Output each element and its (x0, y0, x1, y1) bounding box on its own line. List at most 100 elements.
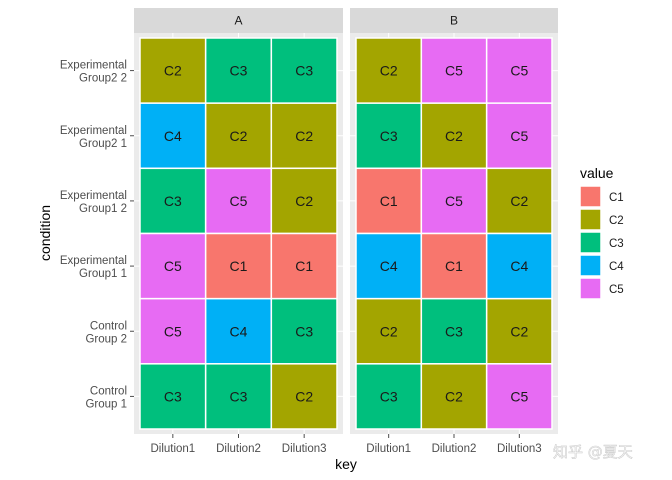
tile-label: C3 (380, 388, 398, 404)
y-tick-label: Experimental (60, 125, 127, 137)
tile-label: C4 (380, 258, 398, 274)
tile-label: C3 (164, 193, 182, 209)
facet-strip-label: A (234, 14, 242, 28)
x-tick-label: Dilution2 (432, 443, 477, 455)
tile-label: C1 (295, 258, 313, 274)
tile-label: C1 (445, 258, 463, 274)
heatmap-tile (355, 232, 423, 300)
x-tick-label: Dilution3 (497, 443, 542, 455)
tile-label: C5 (445, 193, 463, 209)
y-tick-label: Group 2 (85, 333, 127, 345)
tile-label: C2 (445, 388, 463, 404)
y-tick-label: Group 1 (85, 398, 127, 410)
heatmap-tile (485, 363, 553, 430)
heatmap-tile (355, 363, 423, 430)
facet-strip (350, 8, 558, 33)
heatmap-tile (485, 102, 553, 170)
legend-key (579, 208, 602, 231)
y-tick-label: Control (90, 320, 127, 332)
heatmap-tile (420, 167, 488, 235)
y-tick-label: Group1 2 (79, 203, 127, 215)
heatmap-tile (485, 37, 553, 104)
tile-label: C2 (295, 193, 313, 209)
heatmap-tile (204, 232, 273, 300)
legend-title: value (580, 165, 614, 181)
legend-key (579, 231, 602, 254)
legend-label: C3 (609, 238, 624, 250)
heatmap-tile (204, 297, 273, 365)
x-tick-label: Dilution1 (150, 443, 195, 455)
tile-label: C1 (230, 258, 248, 274)
tile-label: C2 (230, 128, 248, 144)
tile-label: C2 (164, 63, 182, 79)
tile-label: C2 (510, 193, 528, 209)
tile-label: C2 (295, 388, 313, 404)
legend-label: C5 (609, 284, 624, 296)
heatmap-tile (270, 232, 338, 300)
legend-label: C1 (609, 192, 624, 204)
x-axis-title: key (335, 456, 357, 472)
heatmap-tile (204, 363, 273, 430)
facet-panel-b: B C2 C5 C5 C3 C2 C5 C1 C5 C2 C4 C1 C4 C2 C3 C2 C3 C2 C5 Dil… (350, 8, 558, 455)
tile-label: C3 (230, 388, 248, 404)
legend: value C1 C2 C3 C4 C5 (579, 165, 624, 300)
tile-label: C3 (445, 323, 463, 339)
y-tick-label: Group2 2 (79, 73, 127, 85)
facet-strip-label: B (450, 14, 458, 28)
watermark-text: 知乎 @夏天 (553, 443, 633, 461)
tile-label: C3 (380, 128, 398, 144)
heatmap-tile (204, 167, 273, 235)
tile-label: C2 (295, 128, 313, 144)
tile-label: C5 (510, 128, 528, 144)
tile-label: C5 (164, 323, 182, 339)
heatmap-tile (485, 167, 553, 235)
tile-label: C5 (164, 258, 182, 274)
tile-label: C1 (380, 193, 398, 209)
tile-label: C4 (510, 258, 528, 274)
heatmap-tile (139, 37, 207, 104)
tile-label: C3 (230, 63, 248, 79)
tile-label: C5 (510, 63, 528, 79)
tile-label: C2 (510, 323, 528, 339)
heatmap-tile (270, 167, 338, 235)
x-tick-label: Dilution3 (282, 443, 327, 455)
facet-strip (134, 8, 343, 33)
tile-label: C2 (380, 323, 398, 339)
facet-panel-a: A C2 C3 C3 C4 C2 C2 C3 C5 C2 C5 C1 C1 C5 C4 C3 C3 C3 C2 Dil… (134, 8, 343, 455)
heatmap-tile (139, 102, 207, 170)
legend-key (579, 254, 602, 277)
heatmap-tile (270, 37, 338, 104)
y-tick-label: Experimental (60, 190, 127, 202)
y-tick-label: Experimental (60, 255, 127, 267)
legend-label: C4 (609, 261, 624, 273)
heatmap-tile (355, 102, 423, 170)
y-axis-title: condition (37, 205, 53, 261)
tile-label: C5 (445, 63, 463, 79)
heatmap-tile (420, 363, 488, 430)
tile-label: C3 (164, 388, 182, 404)
tile-label: C2 (380, 63, 398, 79)
heatmap-tile (270, 363, 338, 430)
tile-label: C3 (295, 63, 313, 79)
heatmap-tile (485, 232, 553, 300)
y-tick-label: Group1 1 (79, 268, 127, 280)
x-tick-label: Dilution1 (366, 443, 411, 455)
heatmap-tile (139, 297, 207, 365)
heatmap-tile (270, 297, 338, 365)
y-tick-label: Group2 1 (79, 138, 127, 150)
heatmap-tile (355, 297, 423, 365)
y-tick-label: Control (90, 385, 127, 397)
tile-label: C5 (510, 388, 528, 404)
heatmap-tile (485, 297, 553, 365)
y-tick-label: Experimental (60, 60, 127, 72)
legend-label: C2 (609, 215, 624, 227)
tile-label: C5 (230, 193, 248, 209)
tile-label: C4 (230, 323, 248, 339)
legend-key (579, 277, 602, 300)
tile-label: C3 (295, 323, 313, 339)
tile-label: C2 (445, 128, 463, 144)
tile-label: C4 (164, 128, 182, 144)
x-tick-label: Dilution2 (216, 443, 261, 455)
